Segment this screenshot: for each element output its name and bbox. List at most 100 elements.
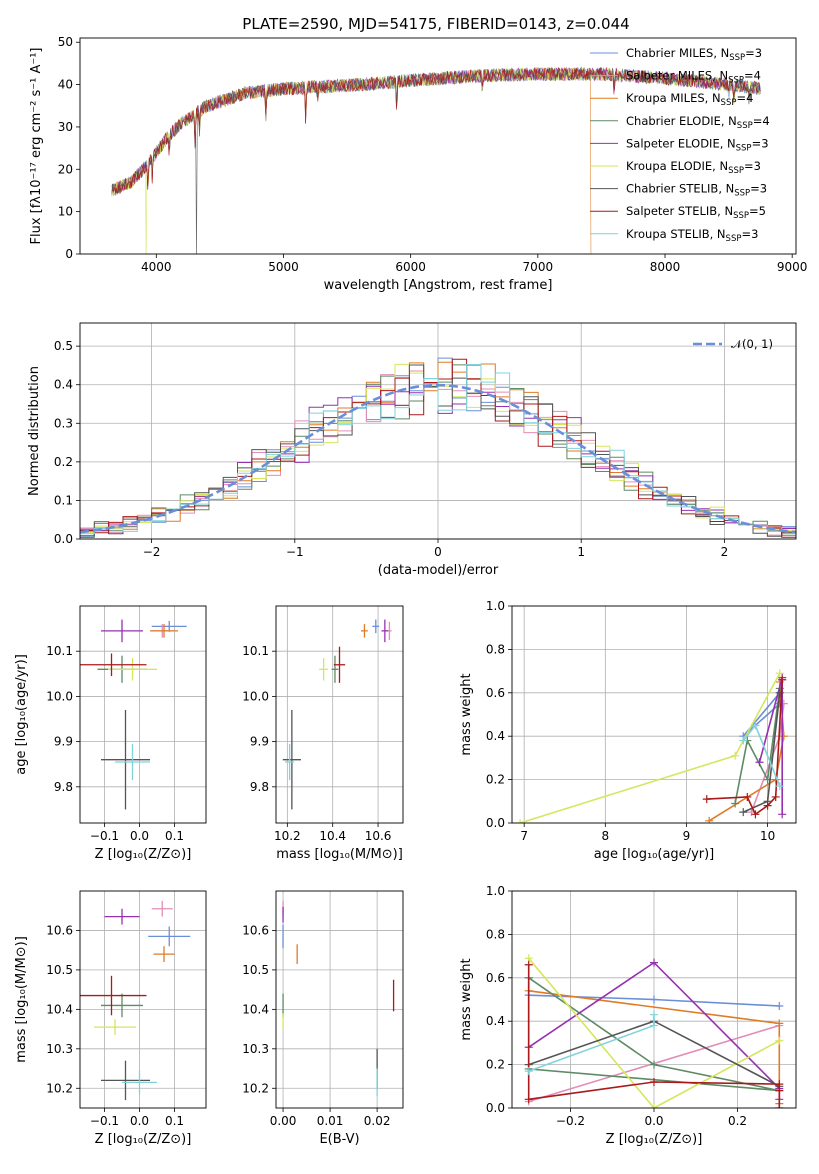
axes-mass_vs_ebv: 0.00 0.01 0.02 10.2 10.3 10.4 10.5 10.6 E(B-V) <box>242 890 404 1147</box>
y-tick-label: 10.4 <box>46 1002 73 1016</box>
weight-marker-3 <box>650 1060 658 1069</box>
legend-val: =5 <box>749 204 766 218</box>
legend-sub: SSP <box>734 189 750 199</box>
y-tick-label: 50 <box>58 35 73 49</box>
weight-marker-7 <box>763 801 772 810</box>
x-tick-label: 0.0 <box>130 1114 149 1128</box>
y-tick-label: 10.3 <box>46 1042 73 1056</box>
legend-sub: SSP <box>721 98 737 108</box>
plot-area-mass_vs_ebv <box>282 900 395 1097</box>
y-tick-label: 0.0 <box>54 532 73 546</box>
x-tick-label: 10.4 <box>319 829 346 843</box>
x-tick-label: 10 <box>760 829 775 843</box>
y-axis-label: mass weight <box>459 958 474 1040</box>
axes-weight_vs_age: 7 8 9 10 0.0 0.2 0.4 0.6 0.8 1.0 age [log₁₀(age/yr… <box>459 599 797 862</box>
x-tick-label: 5000 <box>268 260 299 274</box>
axes-frame <box>79 37 797 255</box>
weight-marker-5 <box>731 751 740 760</box>
x-axis-label: age [log₁₀(age/yr)] <box>594 847 715 862</box>
legend-gauss-label: 𝒩(0, 1) <box>731 337 773 351</box>
y-axis-label: age [log₁₀(age/yr)] <box>14 654 29 775</box>
legend-name: Kroupa ELODIE, N <box>626 159 728 173</box>
x-axis-label: Z [log₁₀(Z/Z⊙)] <box>606 1132 703 1147</box>
x-tick-label: 0.0 <box>644 1114 663 1128</box>
spectrum-series-1 <box>111 67 761 196</box>
legend-sub: SSP <box>733 211 749 221</box>
weight-marker-6 <box>739 808 748 817</box>
legend-name: Kroupa MILES, N <box>626 91 721 105</box>
y-tick-label: 10.0 <box>242 689 269 703</box>
y-tick-label: 0.2 <box>54 455 73 469</box>
legend-sub: SSP <box>736 143 752 153</box>
axes-age_vs_Z: −0.1 0.0 0.1 9.8 9.9 10.0 10.1 Z [log₁₀(Z/Z⊙)] a… <box>14 605 207 862</box>
legend-val: =3 <box>750 182 767 196</box>
legend-val: =4 <box>744 69 761 83</box>
y-tick-label: 10.2 <box>242 1081 269 1095</box>
x-tick-label: 8000 <box>650 260 681 274</box>
weight-marker-8 <box>751 721 760 730</box>
x-tick-label: 0.1 <box>165 829 184 843</box>
y-tick-label: 0.0 <box>486 816 505 830</box>
spectrum-series-3 <box>111 66 761 196</box>
axes-spectrum: 4000 5000 6000 7000 8000 9000 0 10 20 30 40 50 wavel… <box>29 35 807 293</box>
x-tick-label: 0 <box>434 545 442 559</box>
x-tick-label: 9000 <box>777 260 808 274</box>
weight-series-5 <box>528 957 780 1108</box>
legend-entry: Chabrier ELODIE, NSSP=4 <box>626 114 770 131</box>
x-tick-label: −2 <box>143 545 161 559</box>
spectrum-series-4 <box>111 67 761 196</box>
weight-marker-5 <box>650 1104 658 1108</box>
legend-entry: Salpeter STELIB, NSSP=5 <box>626 204 766 221</box>
x-tick-label: 7 <box>520 829 528 843</box>
legend-name: Salpeter STELIB, N <box>626 204 733 218</box>
legend-sub: SSP <box>726 234 742 244</box>
y-tick-label: 1.0 <box>486 599 505 613</box>
y-tick-label: 0.2 <box>486 773 505 787</box>
y-tick-label: 9.8 <box>250 780 269 794</box>
weight-marker-7 <box>743 792 752 801</box>
plot-area-age_vs_Z <box>80 619 187 810</box>
legend-entry: Kroupa STELIB, NSSP=3 <box>626 227 758 244</box>
y-axis-label: Normed distribution <box>27 366 42 496</box>
weight-marker-7 <box>775 1086 784 1095</box>
weight-marker-0 <box>650 995 658 1004</box>
y-tick-label: 10.0 <box>46 689 73 703</box>
weight-marker-4 <box>755 758 764 767</box>
weight-marker-7 <box>775 1104 784 1108</box>
x-tick-label: −1 <box>286 545 304 559</box>
axes-residuals: −2 −1 0 1 2 0.0 0.1 0.2 0.3 0.4 0.5 (data-model)/er… <box>27 322 797 578</box>
y-tick-label: 40 <box>58 78 73 92</box>
y-tick-label: 10.2 <box>46 1081 73 1095</box>
weight-marker-8 <box>650 1021 658 1030</box>
legend-val: =4 <box>753 114 770 128</box>
axes-age_vs_mass: 10.2 10.4 10.6 9.8 9.9 10.0 10.1 mass [log₁₀(M/… <box>242 605 404 862</box>
legend-name: Chabrier STELIB, N <box>626 182 734 196</box>
weight-series-7 <box>706 679 783 816</box>
weight-marker-4 <box>650 958 658 967</box>
weight-marker-2 <box>779 732 788 741</box>
spectrum-series-0 <box>111 67 761 196</box>
chart-title: PLATE=2590, MJD=54175, FIBERID=0143, z=0… <box>242 15 629 33</box>
weight-marker-7 <box>778 675 787 684</box>
axes-frame <box>79 890 207 1109</box>
weight-marker-8 <box>524 1067 533 1076</box>
weight-series-3 <box>734 688 781 804</box>
x-tick-label: 1 <box>577 545 585 559</box>
x-tick-label: 6000 <box>395 260 426 274</box>
x-axis-label: wavelength [Angstrom, rest frame] <box>324 278 553 293</box>
y-tick-label: 9.9 <box>54 735 73 749</box>
y-tick-label: 0.4 <box>486 1014 505 1028</box>
weight-marker-5 <box>516 819 525 823</box>
x-tick-label: 0.1 <box>165 1114 184 1128</box>
x-tick-label: 0.01 <box>317 1114 344 1128</box>
y-tick-label: 10.5 <box>46 963 73 977</box>
x-axis-label: mass [log₁₀(M/M⊙)] <box>276 847 403 862</box>
weight-marker-8 <box>650 1010 658 1019</box>
legend-sub: SSP <box>728 76 744 86</box>
legend-val: =3 <box>741 227 758 241</box>
x-axis-label: E(B-V) <box>319 1132 359 1147</box>
y-tick-label: 10.6 <box>46 923 73 937</box>
axes-weight_vs_Z: −0.2 0.0 0.2 0.0 0.2 0.4 0.6 0.8 1.0 Z [log₁₀(Z/Z… <box>459 884 797 1147</box>
